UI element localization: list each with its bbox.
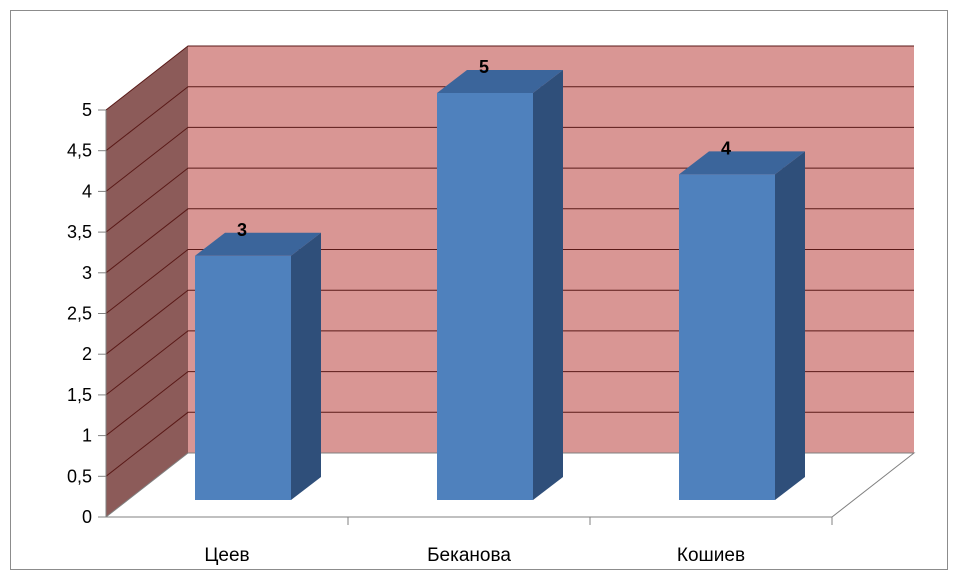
gridline [105,330,914,396]
y-tick-label: 3,5 [67,222,92,242]
gridline [105,86,914,152]
y-tick-label: 4 [82,181,92,201]
y-tick-label: 2 [82,344,92,364]
bar-top [437,70,563,93]
gridline [105,167,914,233]
bar-top [679,151,805,175]
data-label: 4 [721,138,731,158]
y-tick-label: 0,5 [67,466,92,486]
y-tick-label: 2,5 [67,304,92,324]
chart-labels: 0 0,5 1 1,5 2 2,5 3 3,5 4 4,5 5 3 Цеев 5 Беканова 4 Коши… [67,57,745,566]
x-category-label: Кошиев [677,545,745,566]
bar [195,255,291,500]
data-label: 5 [479,57,489,77]
data-label: 3 [237,220,247,240]
y-tick-label: 0 [82,507,92,527]
bar [679,174,775,500]
bar-side [775,151,805,500]
gridline [105,45,914,111]
bar-side [533,70,563,500]
chart-frame: 0 0,5 1 1,5 2 2,5 3 3,5 4 4,5 5 3 Цеев 5 Беканова 4 Коши… [10,10,948,570]
y-tick-label: 1 [82,426,92,446]
x-category-label: Беканова [427,545,511,566]
gridline [105,208,914,274]
axes [98,109,833,525]
gridlines [105,45,914,477]
x-category-label: Цеев [204,545,249,566]
bar-top [195,232,321,256]
bar-chart: 0 0,5 1 1,5 2 2,5 3 3,5 4 4,5 5 3 Цеев 5 Беканова 4 Коши… [67,45,916,566]
bar-side [291,232,321,501]
gridline [105,371,914,436]
bar [437,93,533,500]
gridline [105,289,914,355]
gridline [105,126,914,192]
gridline [105,249,914,314]
bars [195,70,805,501]
y-tick-label: 5 [82,100,92,120]
gridline [105,411,914,477]
y-tick-label: 3 [82,263,92,283]
y-tick-label: 4,5 [67,141,92,161]
y-tick-label: 1,5 [67,385,92,405]
